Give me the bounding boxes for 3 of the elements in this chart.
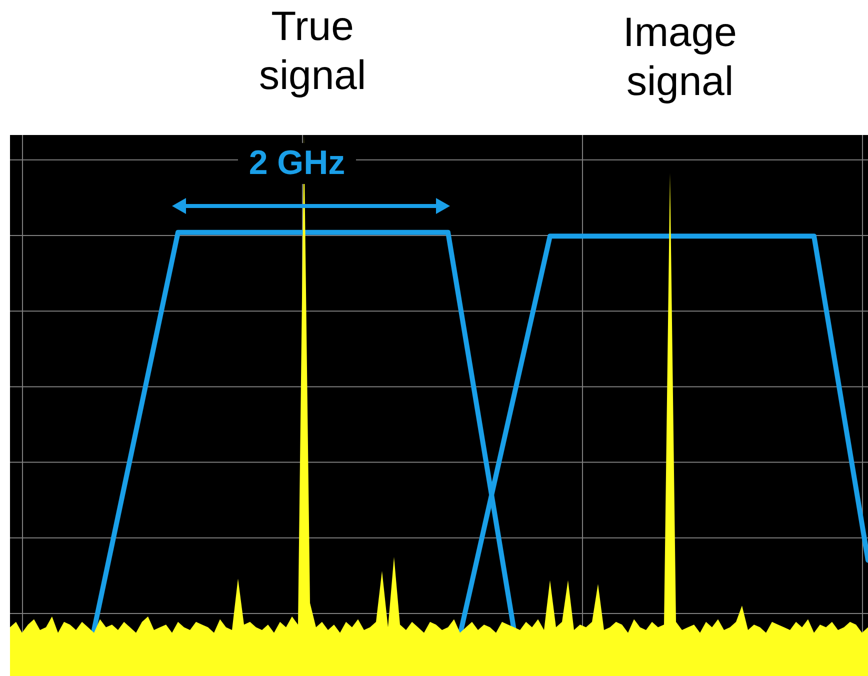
text: Image signal: [622, 8, 738, 106]
annotation: 2 GHz: [238, 143, 356, 184]
text: True signal: [258, 2, 368, 100]
